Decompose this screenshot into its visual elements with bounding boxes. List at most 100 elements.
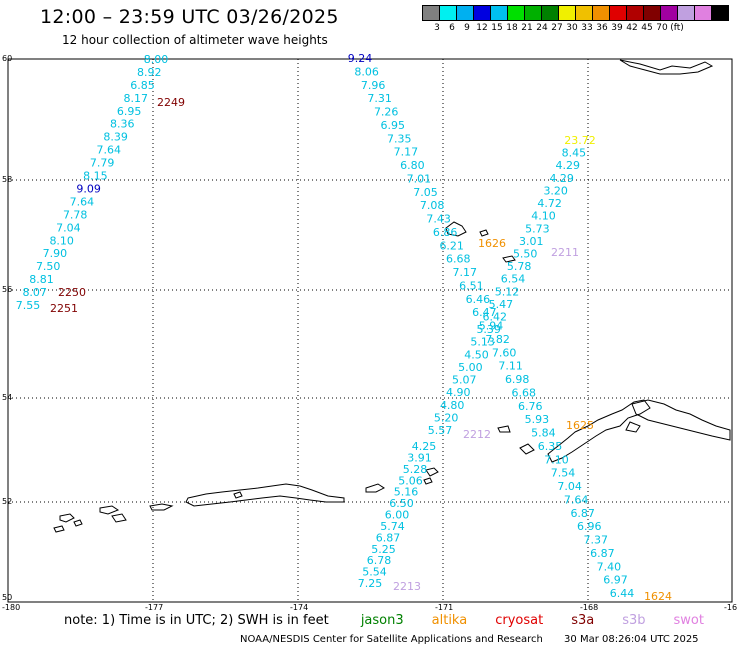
legend-tick-label: 6: [449, 23, 455, 33]
wave-height-value: 5.73: [525, 222, 550, 235]
legend-tick-label: 21: [521, 23, 533, 33]
wave-height-value: 7.40: [597, 560, 622, 573]
wave-height-value: 3.20: [543, 184, 568, 197]
legend-tick-label: 36: [596, 23, 608, 33]
legend-swatch: [677, 5, 695, 21]
wave-height-value: 4.29: [556, 159, 581, 172]
wave-height-value: 3.91: [407, 451, 432, 464]
mission-swot: swot: [673, 613, 704, 628]
wave-height-value: 7.11: [498, 360, 523, 373]
wave-height-value: 6.87: [570, 507, 595, 520]
wave-height-value: 7.17: [453, 266, 478, 279]
wave-height-value: 7.26: [374, 106, 399, 119]
wave-height-value: 8.36: [110, 118, 135, 131]
wave-height-value: 7.96: [361, 79, 386, 92]
wave-height-value: 4.90: [446, 386, 471, 399]
legend-swatch: [609, 5, 627, 21]
footer-timestamp: 30 Mar 08:26:04 UTC 2025: [564, 634, 699, 645]
legend-tick-label: 24: [536, 23, 548, 33]
wave-height-value: 5.12: [495, 285, 520, 298]
wave-height-value: 6.80: [400, 159, 425, 172]
wave-height-value: 7.35: [387, 132, 412, 145]
pass-id-label: 2251: [50, 302, 78, 315]
wave-height-value: 5.13: [470, 336, 495, 349]
wave-height-value: 4.72: [537, 197, 562, 210]
wave-height-value: 5.50: [513, 248, 538, 261]
pass-id-label: 2250: [58, 286, 86, 299]
wave-height-value: 6.50: [389, 497, 414, 510]
wave-height-value: 8.06: [354, 65, 379, 78]
wave-height-value: 5.25: [371, 543, 396, 556]
wave-height-value: 7.64: [564, 493, 589, 506]
legend-swatch: [711, 5, 729, 21]
mission-s3a: s3a: [571, 613, 595, 628]
wave-height-value: 5.84: [531, 427, 556, 440]
wave-height-value: 6.87: [376, 531, 401, 544]
wave-height-value: 7.31: [367, 92, 392, 105]
wave-height-value: 8.45: [562, 147, 587, 160]
pass-id-label: 2249: [157, 96, 185, 109]
wave-height-value: 5.20: [434, 411, 459, 424]
legend-tick-label: 45: [641, 23, 653, 33]
legend-tick-label: 27: [551, 23, 563, 33]
lat-label: 58: [2, 175, 12, 184]
mission-cryosat: cryosat: [495, 613, 544, 628]
legend-ticks: 3 6 9 12 15 18 21 24 27 30 33 36 39 42 45 70 (ft): [422, 21, 728, 35]
wave-height-value: 9.24: [348, 52, 373, 65]
lat-label: 52: [2, 497, 12, 506]
wave-height-value: 4.29: [549, 172, 574, 185]
wave-height-value: 6.98: [505, 373, 530, 386]
wave-height-value: 6.46: [466, 293, 491, 306]
pass-id-label: 2212: [463, 428, 491, 441]
legend-swatch: [541, 5, 559, 21]
pass-id-label: 1626: [478, 237, 506, 250]
wave-height-value: 6.68: [446, 253, 471, 266]
lon-label: -174: [290, 603, 308, 612]
wave-height-value: 6.42: [483, 311, 508, 324]
wave-height-value: 6.95: [381, 119, 406, 132]
legend-tick-label: 9: [464, 23, 470, 33]
wave-height-value: 23.72: [564, 134, 596, 147]
wave-height-value: 7.01: [407, 172, 432, 185]
legend-swatch: [439, 5, 457, 21]
lon-label: -168: [580, 603, 598, 612]
wave-height-value: 5.57: [428, 424, 453, 437]
wave-height-value: 6.47: [472, 306, 497, 319]
legend-tick-label: 12: [476, 23, 488, 33]
pass-id-label: 2213: [393, 580, 421, 593]
wave-height-value: 9.09: [76, 183, 101, 196]
legend-swatch: [473, 5, 491, 21]
wave-height-value: 3.01: [519, 235, 544, 248]
legend-swatch: [643, 5, 661, 21]
wave-height-value: 7.82: [485, 333, 510, 346]
legend-swatch: [592, 5, 610, 21]
mission-jason3: jason3: [360, 613, 404, 628]
page-title: 12:00 – 23:59 UTC 03/26/2025: [40, 6, 339, 28]
wave-height-value: 6.85: [130, 79, 155, 92]
wave-height-value: 7.79: [90, 157, 115, 170]
mission-altika: altika: [431, 613, 468, 628]
wave-height-value: 7.08: [420, 199, 445, 212]
page-subtitle: 12 hour collection of altimeter wave hei…: [62, 33, 328, 47]
pass-id-labels: 2249 2250 2251 1626 2211 2212 2213 1625 1624: [50, 96, 672, 603]
lon-axis-labels: -180 -177 -174 -171 -168 -16: [2, 603, 737, 612]
wave-height-value: 8.81: [29, 273, 54, 286]
wave-height-value: 5.39: [476, 323, 501, 336]
wave-height-value: 6.00: [385, 509, 410, 522]
wave-height-value: 7.17: [394, 146, 419, 159]
legend-swatch: [626, 5, 644, 21]
wave-height-value: 6.95: [117, 105, 142, 118]
legend-swatch: [507, 5, 525, 21]
wave-height-value: 4.10: [531, 210, 556, 223]
legend-swatch: [558, 5, 576, 21]
wave-height-value: 5.06: [398, 474, 423, 487]
lat-label: 50: [2, 593, 12, 602]
legend-swatch: [456, 5, 474, 21]
footer-credit: NOAA/NESDIS Center for Satellite Applica…: [240, 634, 543, 645]
legend-swatch: [660, 5, 678, 21]
coastline: [53, 59, 731, 533]
map-frame: [7, 58, 733, 603]
wave-height-value: 4.80: [440, 399, 465, 412]
note-text: note: 1) Time is in UTC; 2) SWH is in fe…: [64, 613, 329, 628]
wave-height-value: 8.10: [49, 234, 74, 247]
